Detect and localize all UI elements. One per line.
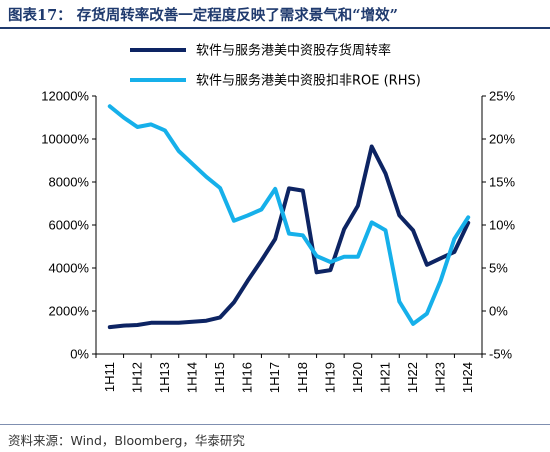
x-tick-label: 1H19 xyxy=(322,362,337,393)
x-tick-label: 1H13 xyxy=(157,362,172,393)
title-divider xyxy=(0,27,550,29)
legend-label: 软件与服务港美中资股存货周转率 xyxy=(196,43,391,59)
left-tick-label: 12000% xyxy=(41,89,89,104)
x-tick-label: 1H18 xyxy=(295,362,310,393)
source-note: 资料来源：Wind，Bloomberg，华泰研究 xyxy=(8,433,245,448)
series-inventory-turnover-line xyxy=(107,144,471,330)
right-tick-label: 5% xyxy=(489,261,508,276)
left-tick-label: 0% xyxy=(70,347,89,362)
chart-title: 图表17： 存货周转率改善一定程度反映了需求景气和“增效” xyxy=(8,7,398,24)
left-tick-label: 8000% xyxy=(49,175,90,190)
left-tick-label: 4000% xyxy=(49,261,90,276)
right-tick-label: 20% xyxy=(489,132,515,147)
x-tick-label: 1H20 xyxy=(350,362,365,393)
left-tick-label: 10000% xyxy=(41,132,89,147)
x-tick-label: 1H16 xyxy=(240,362,255,393)
left-axis-ticks: 0% 2000% 4000% 6000% 8000% 10000% 12000% xyxy=(41,89,96,362)
x-tick-label: 1H21 xyxy=(378,362,393,393)
right-axis-ticks: -5% 0% 5% 10% 15% 20% 25% xyxy=(482,89,515,362)
x-tick-label: 1H14 xyxy=(185,362,200,393)
right-tick-label: 10% xyxy=(489,218,515,233)
right-tick-label: 25% xyxy=(489,89,515,104)
left-tick-label: 2000% xyxy=(49,304,90,319)
x-tick-label: 1H22 xyxy=(405,362,420,393)
x-tick-label: 1H11 xyxy=(102,362,117,392)
x-tick-label: 1H17 xyxy=(267,362,282,393)
x-tick-label: 1H12 xyxy=(129,362,144,393)
right-tick-label: 0% xyxy=(489,304,508,319)
legend-label: 软件与服务港美中资股扣非ROE (RHS) xyxy=(196,73,421,89)
right-tick-label: -5% xyxy=(489,347,513,362)
series-layer xyxy=(107,104,471,330)
left-tick-label: 6000% xyxy=(49,218,90,233)
x-tick-label: 1H24 xyxy=(460,362,475,393)
x-axis-ticks: 1H11 1H12 1H13 1H14 1H15 1H16 1H17 1H18 1H19 1H20… xyxy=(95,354,483,393)
series-roe-line xyxy=(107,104,471,326)
right-tick-label: 15% xyxy=(489,175,515,190)
source-divider xyxy=(0,424,550,425)
x-tick-label: 1H23 xyxy=(433,362,448,393)
x-tick-label: 1H15 xyxy=(212,362,227,393)
